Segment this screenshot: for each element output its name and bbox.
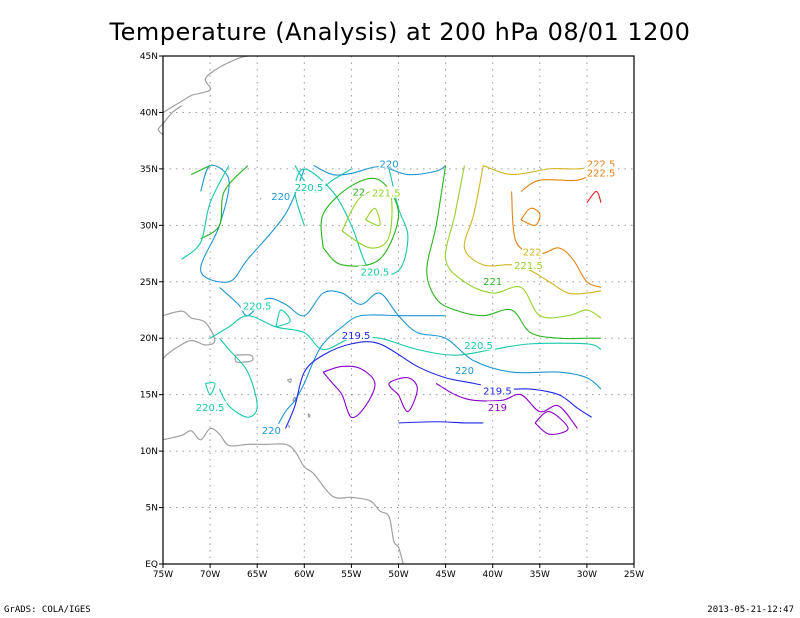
x-tick-label: 70W	[200, 570, 220, 580]
contour-label-bg	[521, 245, 543, 257]
y-tick-label: 40N	[140, 108, 158, 118]
y-tick-label: 25N	[140, 278, 158, 288]
contour-220-5	[219, 337, 258, 418]
contour-219	[388, 377, 418, 413]
contour-220-5	[294, 168, 409, 276]
y-tick-label: 45N	[140, 52, 158, 62]
grid-lines	[163, 56, 634, 564]
contour-label-bg	[378, 157, 400, 169]
contour-label: 220	[380, 159, 399, 170]
contour-220-5	[204, 382, 216, 396]
x-tick-label: 65W	[247, 570, 267, 580]
x-tick-label: 60W	[294, 570, 314, 580]
contour-label-bg	[584, 166, 618, 178]
contour-221	[426, 165, 602, 340]
contour-220-5	[181, 165, 230, 260]
y-tick-label: 5N	[146, 504, 158, 514]
contour-222-5	[510, 191, 602, 288]
y-tick-label: 30N	[140, 221, 158, 231]
coastline	[259, 197, 262, 200]
contour-219	[435, 382, 578, 429]
y-tick-label: EQ	[145, 560, 158, 570]
coastline	[162, 427, 404, 565]
x-tick-label: 30W	[577, 570, 597, 580]
coastline	[287, 424, 290, 428]
contour-label: 222.5	[587, 159, 616, 170]
contour-label-bg	[369, 186, 403, 198]
contour-221	[191, 165, 211, 176]
contour-label: 221	[483, 277, 502, 288]
contour-label-bg	[454, 363, 475, 375]
contour-label: 219	[488, 403, 507, 414]
contour-label: 221.5	[372, 189, 401, 200]
contour-label: 222	[523, 247, 542, 258]
coastline	[234, 354, 254, 363]
x-tick-label: 50W	[388, 570, 408, 580]
contour-219-5	[398, 421, 484, 424]
contour-label-bg	[270, 190, 292, 202]
x-tick-label: 25W	[624, 570, 644, 580]
y-tick-label: 15N	[140, 391, 158, 401]
contour-label-bg	[339, 328, 373, 340]
contour-label: 220	[262, 426, 281, 437]
contour-221-5	[444, 165, 602, 319]
contour-label-bg	[487, 401, 508, 413]
contour-label-bg	[511, 258, 545, 270]
coastline	[162, 55, 248, 113]
contour-label: 220.5	[196, 403, 225, 414]
contour-219	[322, 365, 376, 419]
x-tick-label: 35W	[530, 570, 550, 580]
contour-label-bg	[193, 401, 227, 413]
grads-credit: GrADS: COLA/IGES	[4, 605, 91, 615]
contour-label: 221.5	[514, 261, 543, 272]
contour-label-bg	[261, 423, 282, 435]
contour-222-5	[520, 207, 541, 226]
contour-219-5	[284, 341, 592, 429]
contour-221-5	[341, 188, 393, 249]
contour-label-bg	[240, 299, 274, 311]
contour-label: 222.5	[587, 168, 616, 179]
coastline	[286, 378, 292, 383]
contour-label: 219.5	[342, 331, 371, 342]
contour-label: 220.5	[295, 183, 324, 194]
contour-label: 220	[271, 192, 290, 203]
contour-label: 220.5	[243, 302, 272, 313]
y-tick-label: 35N	[140, 165, 158, 175]
contour-label: 219.5	[483, 386, 512, 397]
contour-label: 22	[353, 188, 366, 199]
contour-220	[275, 314, 446, 429]
timestamp: 2013-05-21-12:47	[707, 605, 794, 615]
contour-label-bg	[358, 265, 392, 277]
contour-label-bg	[584, 157, 618, 169]
contour-label: 220.5	[361, 268, 390, 279]
coastline	[307, 413, 311, 418]
x-tick-label: 75W	[153, 570, 173, 580]
contour-label-bg	[462, 339, 496, 351]
axis-ticks: 75W 70W 65W 60W 55W 50W 45W 40W 35W 30W 25W EQ 5N 10N…	[140, 52, 644, 580]
contour-label-bg	[292, 181, 326, 193]
contour-label-bg	[480, 384, 514, 396]
contour-220-5	[275, 309, 291, 328]
x-tick-label: 55W	[341, 570, 361, 580]
contour-label: 220	[455, 366, 474, 377]
contour-219	[534, 411, 569, 435]
y-tick-label: 20N	[140, 334, 158, 344]
contour-label-bg	[482, 274, 503, 286]
contour-label-bg	[351, 185, 367, 197]
coastline	[162, 310, 216, 359]
y-tick-label: 10N	[140, 447, 158, 457]
chart-title: Temperature (Analysis) at 200 hPa 08/01 …	[109, 18, 691, 46]
contour-223	[586, 190, 602, 204]
contour-220	[219, 287, 602, 390]
contour-220	[200, 164, 305, 283]
contour-221-5	[365, 207, 381, 227]
x-tick-label: 40W	[483, 570, 503, 580]
x-tick-label: 45W	[435, 570, 455, 580]
contour-221	[200, 165, 249, 240]
contour-label: 220.5	[464, 341, 493, 352]
